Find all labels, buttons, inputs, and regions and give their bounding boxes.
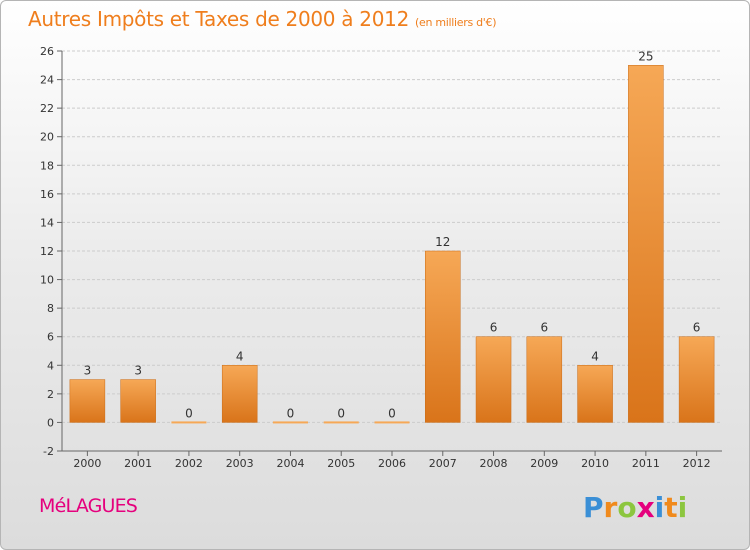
data-label-2012: 6: [693, 321, 701, 335]
proxiti-logo: Proxiti: [583, 491, 687, 524]
x-tick-label: 2012: [683, 457, 711, 470]
x-tick-label: 2001: [124, 457, 152, 470]
data-label-2000: 3: [84, 364, 92, 378]
data-label-2006: 0: [388, 406, 396, 420]
data-label-2002: 0: [185, 406, 193, 420]
x-tick-label: 2010: [581, 457, 609, 470]
data-label-2008: 6: [490, 321, 498, 335]
logo-letter: i: [677, 491, 688, 524]
data-label-2005: 0: [337, 406, 345, 420]
bar-2002: [171, 421, 207, 424]
x-tick-label: 2011: [632, 457, 660, 470]
x-tick-label: 2003: [226, 457, 254, 470]
data-label-2004: 0: [287, 406, 295, 420]
y-tick-label: 22: [40, 102, 54, 115]
chart-title: Autres Impôts et Taxes de 2000 à 2012 (en…: [28, 7, 496, 31]
axes: [57, 50, 722, 456]
chart-title-text: Autres Impôts et Taxes de 2000 à 2012: [28, 7, 409, 31]
logo-letter: t: [664, 491, 678, 524]
y-tick-label: 10: [40, 274, 54, 287]
chart-subtitle: (en milliers d'€): [415, 16, 497, 29]
x-tick-label: 2005: [327, 457, 355, 470]
y-tick-label: 16: [40, 188, 54, 201]
bar-2007: [425, 250, 461, 423]
bar-2011: [628, 65, 664, 423]
data-label-2011: 25: [638, 49, 653, 63]
commune-name: MéLAGUES: [39, 495, 138, 517]
bar-2010: [577, 365, 613, 423]
bar-2003: [221, 365, 258, 423]
bar-2005: [323, 421, 359, 424]
y-tick-label: 14: [40, 216, 54, 229]
y-tick-label: 24: [40, 74, 54, 87]
y-tick-label: -2: [43, 445, 54, 458]
data-label-2009: 6: [540, 321, 548, 335]
x-tick-label: 2000: [73, 457, 101, 470]
data-label-2010: 4: [591, 349, 599, 363]
y-tick-label: 8: [47, 302, 54, 315]
y-tick-label: 20: [40, 131, 54, 144]
y-tick-label: 4: [47, 359, 54, 372]
bar-2009: [526, 336, 563, 423]
labels: -202468101214161820222426320003200102002…: [40, 45, 711, 470]
x-tick-label: 2004: [276, 457, 304, 470]
logo-letter: o: [617, 491, 637, 524]
y-tick-label: 0: [47, 416, 54, 429]
bar-2001: [120, 379, 156, 423]
logo-letter: r: [603, 491, 618, 524]
logo-letter: P: [583, 491, 604, 524]
y-tick-label: 12: [40, 245, 54, 258]
y-tick-label: 6: [47, 331, 54, 344]
x-tick-label: 2007: [429, 457, 457, 470]
x-tick-label: 2008: [480, 457, 508, 470]
x-tick-label: 2002: [175, 457, 203, 470]
bar-2000: [69, 379, 106, 423]
logo-letter: x: [636, 491, 655, 524]
bar-2004: [272, 421, 308, 424]
y-tick-label: 26: [40, 45, 54, 58]
data-label-2003: 4: [236, 349, 244, 363]
bar-2012: [678, 336, 715, 423]
grid-lines: [62, 50, 722, 452]
data-label-2001: 3: [134, 364, 142, 378]
y-tick-label: 18: [40, 159, 54, 172]
x-tick-label: 2006: [378, 457, 406, 470]
bars: [69, 65, 715, 424]
y-tick-label: 2: [47, 388, 54, 401]
data-label-2007: 12: [435, 235, 450, 249]
bar-2008: [475, 336, 512, 423]
x-tick-label: 2009: [530, 457, 558, 470]
bar-2006: [374, 421, 410, 424]
logo-letter: i: [654, 491, 665, 524]
